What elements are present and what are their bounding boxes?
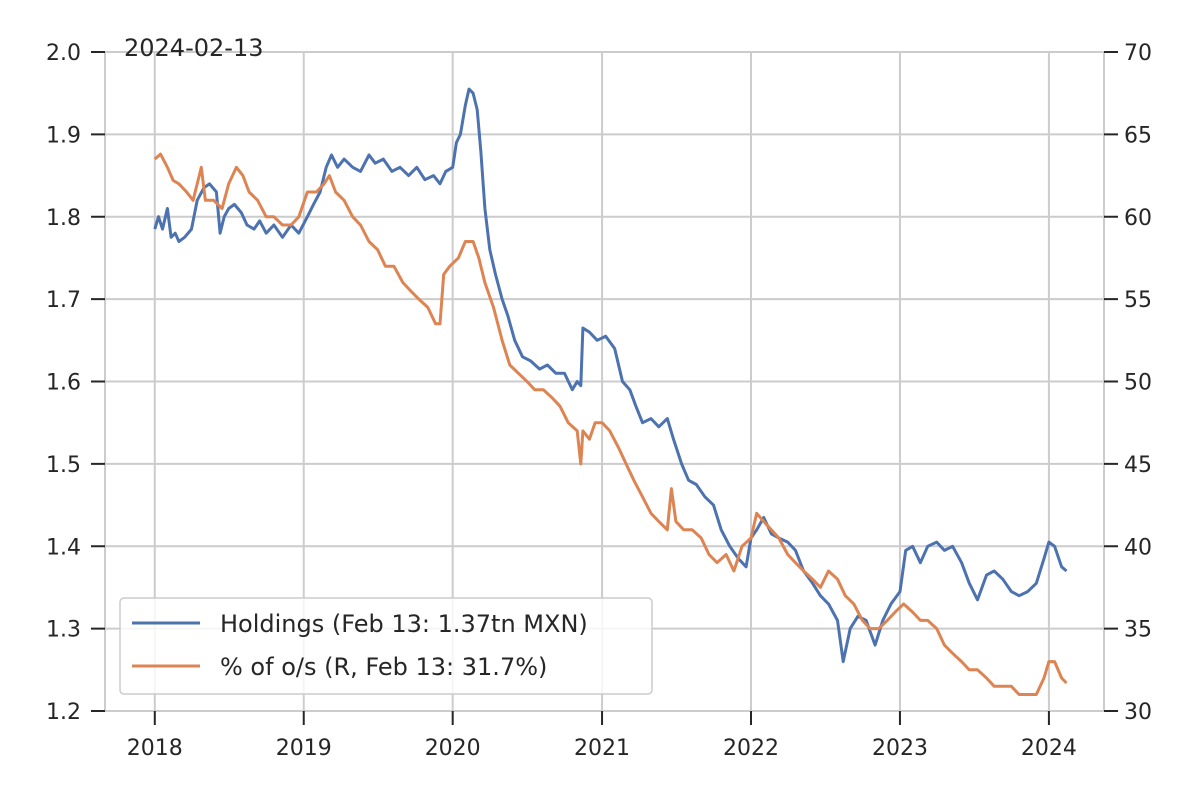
y-right-tick-label: 35: [1124, 618, 1152, 643]
x-tick-label: 2020: [425, 736, 481, 761]
x-tick-label: 2024: [1021, 736, 1077, 761]
y-right-tick-label: 50: [1124, 371, 1152, 396]
x-tick-label: 2018: [127, 736, 183, 761]
y-right-tick-label: 65: [1124, 123, 1152, 148]
y-right-tick-label: 60: [1124, 206, 1152, 231]
y-right-tick-label: 55: [1124, 288, 1152, 313]
y-left-tick-label: 1.6: [46, 371, 81, 396]
y-left-tick-label: 1.9: [46, 123, 81, 148]
x-tick-label: 2022: [723, 736, 779, 761]
x-tick-label: 2023: [872, 736, 928, 761]
x-tick-label: 2019: [276, 736, 332, 761]
legend-label-share: % of o/s (R, Feb 13: 31.7%): [220, 653, 547, 681]
y-right-tick-label: 40: [1124, 535, 1152, 560]
y-left-tick-label: 1.4: [46, 535, 81, 560]
y-left-tick-label: 1.3: [46, 618, 81, 643]
y-left-tick-label: 1.8: [46, 206, 81, 231]
legend-label-holdings: Holdings (Feb 13: 1.37tn MXN): [220, 610, 588, 638]
legend-box: [119, 597, 653, 695]
series-line-1: [153, 152, 1068, 696]
x-tick-label: 2021: [574, 736, 630, 761]
y-right-tick-label: 30: [1124, 700, 1152, 725]
series-lines: [153, 87, 1068, 696]
series-line-0: [153, 87, 1068, 664]
date-label: 2024-02-13: [124, 34, 263, 62]
y-left-tick-label: 1.7: [46, 288, 81, 313]
y-right-tick-label: 70: [1124, 41, 1152, 66]
y-left-tick-label: 1.2: [46, 700, 81, 725]
axes: 1.2 1.3 1.4 1.5 1.6 1.7 1.8 1.9 2.0 30 35 40 45 50 55 6…: [46, 41, 1152, 761]
y-right-tick-label: 45: [1124, 453, 1152, 478]
y-left-tick-label: 1.5: [46, 453, 81, 478]
legend: Holdings (Feb 13: 1.37tn MXN) % of o/s (…: [119, 597, 653, 695]
y-left-tick-label: 2.0: [46, 41, 81, 66]
